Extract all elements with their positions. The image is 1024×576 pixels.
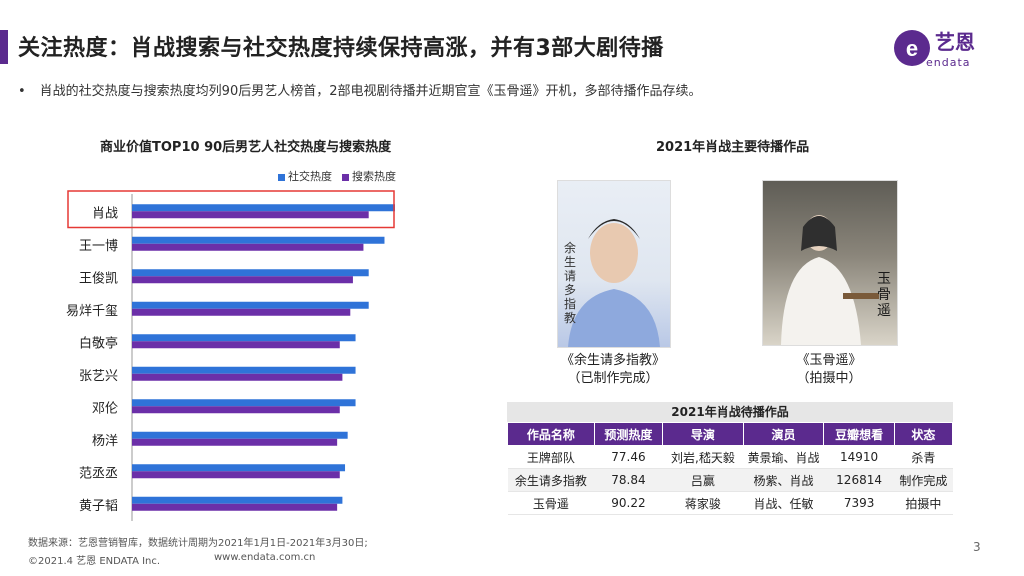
table-cell: 杨紫、肖战 — [743, 469, 824, 492]
table-cell: 14910 — [824, 446, 894, 469]
table-row: 王牌部队 77.46 刘岩,嵇天毅 黄景瑜、肖战 14910 杀青 — [508, 446, 953, 469]
table-row: 玉骨遥 90.22 蒋家骏 肖战、任敏 7393 拍摄中 — [508, 492, 953, 515]
bar-search — [132, 276, 353, 283]
category-label: 王俊凯 — [79, 271, 118, 286]
table-header-row: 作品名称 预测热度 导演 演员 豆瓣想看 状态 — [508, 423, 953, 446]
col-header: 作品名称 — [508, 423, 595, 446]
logo-text: 艺恩 — [935, 26, 975, 55]
table-cell: 黄景瑜、肖战 — [743, 446, 824, 469]
bar-social — [132, 367, 356, 374]
pending-works-table: 2021年肖战待播作品 作品名称 预测热度 导演 演员 豆瓣想看 状态 王牌部队… — [507, 402, 953, 515]
category-label: 王一博 — [79, 239, 118, 254]
table-cell: 126814 — [824, 469, 894, 492]
category-label: 邓伦 — [92, 401, 118, 416]
table-row: 余生请多指教 78.84 吕赢 杨紫、肖战 126814 制作完成 — [508, 469, 953, 492]
category-label: 黄子韬 — [79, 499, 118, 514]
bar-search — [132, 374, 342, 381]
caption-yusheng: 《余生请多指教》 （已制作完成） — [548, 352, 678, 388]
website-link[interactable]: www.endata.com.cn — [214, 552, 315, 563]
copyright: ©2021.4 艺恩 ENDATA Inc. — [28, 552, 160, 567]
works-title: 2021年肖战主要待播作品 — [656, 136, 809, 155]
bar-search — [132, 504, 337, 511]
table-cell: 蒋家骏 — [663, 492, 744, 515]
category-label: 易烊千玺 — [66, 304, 118, 319]
category-label: 肖战 — [92, 206, 118, 221]
logo-subtext: endata — [926, 56, 971, 69]
table-cell: 玉骨遥 — [508, 492, 595, 515]
bar-search — [132, 406, 340, 413]
col-header: 预测热度 — [594, 423, 662, 446]
bar-social — [132, 204, 395, 211]
table-title: 2021年肖战待播作品 — [507, 402, 953, 422]
table-cell: 肖战、任敏 — [743, 492, 824, 515]
poster-2-title: 玉骨遥 — [877, 271, 893, 319]
bar-social — [132, 237, 384, 244]
table-cell: 拍摄中 — [894, 492, 952, 515]
portrait-image-2 — [763, 181, 897, 345]
bar-search — [132, 341, 340, 348]
bar-social — [132, 464, 345, 471]
col-header: 演员 — [743, 423, 824, 446]
category-label: 白敬亭 — [79, 335, 118, 351]
category-label: 范丞丞 — [79, 466, 118, 481]
bar-social — [132, 269, 369, 276]
table-cell: 77.46 — [594, 446, 662, 469]
col-header: 状态 — [894, 423, 952, 446]
table-cell: 王牌部队 — [508, 446, 595, 469]
poster-1-title: 余生请多指教 — [564, 241, 580, 325]
bar-search — [132, 309, 350, 316]
category-label: 张艺兴 — [79, 369, 118, 384]
poster-yusheng: 余生请多指教 — [557, 180, 671, 348]
bar-search — [132, 211, 369, 218]
table-cell: 90.22 — [594, 492, 662, 515]
col-header: 导演 — [663, 423, 744, 446]
bar-social — [132, 399, 356, 406]
table-cell: 7393 — [824, 492, 894, 515]
table-cell: 杀青 — [894, 446, 952, 469]
table-cell: 吕赢 — [663, 469, 744, 492]
table-cell: 刘岩,嵇天毅 — [663, 446, 744, 469]
bar-social — [132, 334, 356, 341]
bar-search — [132, 244, 363, 251]
bar-search — [132, 471, 340, 478]
page-number: 3 — [973, 540, 981, 554]
data-source-note: 数据来源：艺恩营销智库，数据统计周期为2021年1月1日-2021年3月30日; — [28, 534, 368, 549]
table-cell: 余生请多指教 — [508, 469, 595, 492]
bar-social — [132, 432, 348, 439]
bar-search — [132, 439, 337, 446]
table-cell: 制作完成 — [894, 469, 952, 492]
bar-social — [132, 302, 369, 309]
svg-text:e: e — [906, 36, 918, 61]
category-label: 杨洋 — [92, 434, 118, 449]
caption-yuguyao: 《玉骨遥》 （拍摄中） — [764, 352, 894, 388]
bar-social — [132, 497, 342, 504]
poster-yuguyao: 玉骨遥 — [762, 180, 898, 346]
table-cell: 78.84 — [594, 469, 662, 492]
col-header: 豆瓣想看 — [824, 423, 894, 446]
